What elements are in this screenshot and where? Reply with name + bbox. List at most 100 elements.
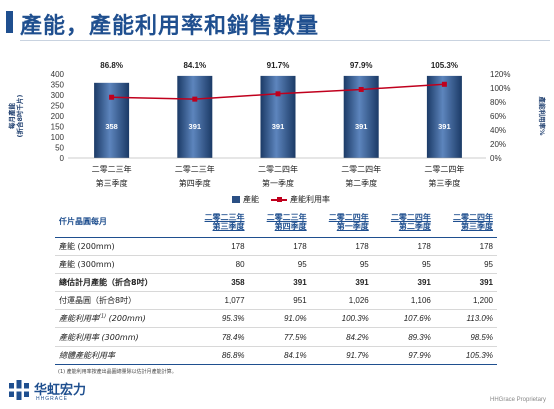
y-left-label-line1: 每月產能 (7, 103, 16, 130)
row-label: 付運晶圓（折合8吋） (55, 291, 187, 311)
table-cell: 95.3% (186, 309, 249, 329)
row-label: 總估計月產能（折合8吋） (55, 273, 187, 293)
utilization-top-label: 91.7% (267, 61, 290, 70)
table-cell: 77.5% (248, 327, 311, 347)
table-row: 產能 (200mm) 178 178 178 178 178 (55, 237, 497, 256)
table-cell: 178 (248, 237, 311, 256)
company-logo: 华虹宏力 HHGRACE (8, 377, 118, 405)
table-row: 總體產能利用率 86.8% 84.1% 91.7% 97.9% 105.3% (55, 346, 497, 365)
title-accent-bar (6, 11, 13, 33)
table-header-col: 二零二三年 第三季度 (186, 207, 248, 237)
utilization-point (275, 91, 281, 97)
footnote: (1) 產能利用率按產出晶圓總量除以估計月產能計算。 (58, 369, 177, 375)
table-row: 付運晶圓（折合8吋） 1,077 951 1,026 1,106 1,200 (55, 291, 497, 311)
utilization-point (192, 96, 198, 102)
col-quarter: 第一季度 (336, 221, 369, 231)
bar-value-label: 391 (272, 122, 285, 131)
page-title: 產能，產能利用率和銷售數量 (20, 14, 320, 39)
x-tick-label-year: 二零二三年 (92, 164, 132, 174)
y-right-tick-label: 20% (490, 140, 506, 149)
bar-value-label: 391 (189, 122, 202, 131)
table-cell: 86.8% (186, 346, 249, 365)
y-left-tick-label: 300 (51, 91, 65, 100)
row-label: 產能 (200mm) (55, 237, 187, 256)
table-cell: 358 (186, 273, 249, 293)
logo-en-text: HHGRACE (36, 396, 69, 402)
bar-value-label: 391 (438, 122, 451, 131)
y-left-tick-label: 0 (60, 154, 65, 163)
table-cell: 95 (248, 255, 311, 274)
table-cell: 97.9% (372, 346, 435, 365)
x-tick-label-year: 二零二三年 (175, 164, 215, 174)
legend-item-utilization: 產能利用率 (271, 194, 330, 205)
table-cell: 178 (310, 237, 373, 256)
y-right-tick-label: 120% (490, 70, 510, 79)
legend-label-utilization: 產能利用率 (290, 195, 330, 204)
title-bar: 產能，產能利用率和銷售數量 (0, 6, 554, 41)
table-cell: 84.1% (248, 346, 311, 365)
y-right-tick-label: 100% (490, 84, 510, 93)
row-label: 總體產能利用率 (55, 346, 187, 365)
bar (260, 75, 296, 158)
chart-legend: 產能 產能利用率 (232, 194, 330, 205)
table-cell: 100.3% (310, 309, 373, 329)
proprietary-notice: HHGrace Proprietary (489, 397, 546, 403)
col-year: 二零二四年 (453, 212, 493, 222)
table-cell: 113.0% (434, 309, 497, 329)
table-cell: 107.6% (372, 309, 435, 329)
bar (177, 75, 213, 158)
table-cell: 91.7% (310, 346, 373, 365)
table-cell: 1,077 (186, 291, 249, 311)
y-right-tick-label: 0% (490, 154, 502, 163)
row-label-text: 付運晶圓（折合8吋） (59, 296, 137, 306)
table-cell: 84.2% (310, 327, 373, 347)
utilization-top-label: 105.3% (431, 61, 458, 70)
utilization-point (441, 81, 447, 87)
y-left-tick-label: 150 (51, 123, 65, 132)
y-right-tick-label: 60% (490, 112, 506, 121)
table-cell: 80 (186, 255, 249, 274)
bar (94, 82, 130, 158)
capacity-table: 仟片晶圓每月 二零二三年 第三季度 二零二三年 第四季度 二零二四年 第一季度 二零二… (55, 207, 497, 365)
col-year: 二零二四年 (390, 212, 431, 222)
row-label-text: 產能利用率 (59, 314, 99, 324)
table-cell: 951 (248, 291, 311, 311)
row-label: 產能利用率(1) (200mm) (55, 309, 187, 329)
y-right-tick-label: 40% (490, 126, 506, 135)
table-row: 產能利用率(1) (200mm) 95.3% 91.0% 100.3% 107.6% 11… (55, 309, 497, 329)
table-header-col: 二零二四年 第三季度 (435, 207, 497, 237)
table-header-col: 二零二三年 第四季度 (249, 207, 311, 237)
footnote-marker: (1) (99, 313, 107, 320)
col-quarter: 第三季度 (212, 221, 245, 231)
table-cell: 391 (372, 273, 435, 293)
row-label-text: 總體產能利用率 (59, 350, 115, 360)
table-cell: 391 (434, 273, 497, 293)
table-cell: 178 (186, 237, 249, 256)
table-cell: 98.5% (434, 327, 497, 347)
y-left-tick-label: 200 (51, 112, 65, 121)
row-label-suffix: (200mm) (106, 314, 146, 324)
row-label-text: 產能 (300mm) (59, 259, 115, 269)
legend-label-capacity: 產能 (243, 195, 259, 204)
bar (426, 75, 462, 158)
col-quarter: 第四季度 (274, 221, 307, 231)
table-header-row: 仟片晶圓每月 二零二三年 第三季度 二零二三年 第四季度 二零二四年 第一季度 二零二… (55, 207, 497, 237)
capacity-table-wrap: 仟片晶圓每月 二零二三年 第三季度 二零二三年 第四季度 二零二四年 第一季度 二零二… (55, 207, 497, 365)
logo-cn-text: 华虹宏力 (34, 383, 87, 398)
x-tick-label-year: 二零二四年 (258, 164, 298, 174)
x-tick-label-quarter: 第三季度 (96, 178, 128, 188)
table-cell: 178 (372, 237, 435, 256)
table-header-col: 二零二四年 第一季度 (311, 207, 373, 237)
y-right-label: 產能利用率% (538, 95, 547, 136)
x-tick-label-quarter: 第三季度 (428, 178, 460, 188)
row-label-text: 產能利用率 (300mm) (59, 332, 139, 342)
row-label: 產能 (300mm) (55, 255, 187, 274)
y-left-tick-label: 400 (51, 70, 65, 79)
bar-value-label: 391 (355, 122, 368, 131)
y-left-tick-label: 100 (51, 133, 65, 142)
table-row: 產能 (300mm) 80 95 95 95 95 (55, 255, 497, 274)
table-cell: 89.3% (372, 327, 435, 347)
table-cell: 78.4% (186, 327, 249, 347)
table-cell: 105.3% (434, 346, 497, 365)
